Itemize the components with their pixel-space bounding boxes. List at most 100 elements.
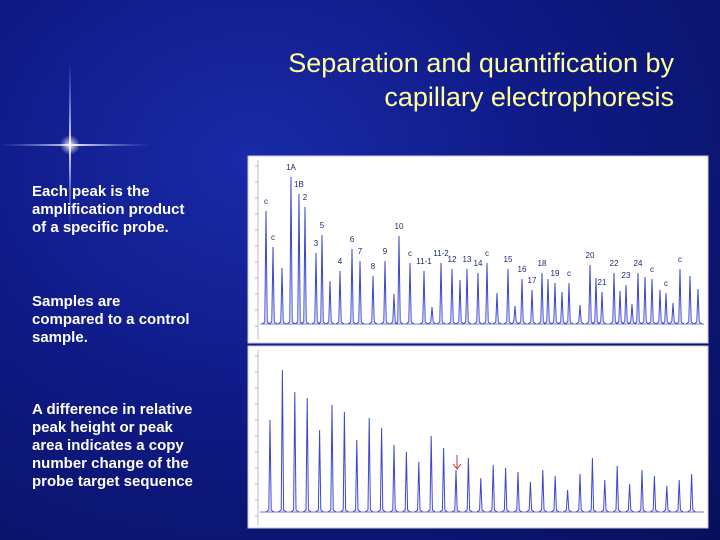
- peak: [278, 369, 287, 513]
- peak: [402, 451, 411, 513]
- text-line: A difference in relative: [32, 401, 193, 418]
- peak-label: 13: [463, 255, 472, 264]
- peak: [510, 305, 520, 325]
- peak: [455, 279, 465, 325]
- peak: [473, 272, 483, 325]
- peak: [277, 267, 287, 325]
- peak-label: 18: [538, 259, 547, 268]
- peak: [419, 270, 429, 325]
- peak: [609, 272, 619, 325]
- peak: [439, 447, 448, 513]
- title-line: Separation and quantification by: [288, 48, 674, 78]
- peak-label: c: [567, 269, 571, 278]
- peak: [462, 268, 472, 325]
- peak-label: 4: [338, 257, 343, 266]
- peak: [543, 278, 553, 325]
- peak-label: c: [485, 249, 489, 258]
- peak: [488, 464, 498, 513]
- peak: [575, 304, 585, 325]
- peak: [588, 457, 597, 513]
- peak: [513, 471, 523, 513]
- peak: [340, 411, 349, 513]
- peak: [526, 481, 535, 513]
- peak: [650, 475, 659, 513]
- peak: [380, 260, 390, 325]
- text-line: peak height or peak: [32, 419, 173, 436]
- peak: [451, 469, 461, 513]
- peak: [662, 485, 672, 513]
- text-line: Samples are: [32, 293, 121, 310]
- peak-label: 14: [474, 259, 483, 268]
- peak: [261, 210, 271, 325]
- peak: [368, 275, 378, 325]
- text-line: sample.: [32, 329, 88, 346]
- peak: [615, 290, 625, 325]
- flare: [60, 135, 80, 155]
- peak: [311, 252, 321, 325]
- peak: [591, 277, 601, 325]
- peak: [355, 260, 365, 325]
- peak: [693, 288, 703, 325]
- text-line: area indicates a copy: [32, 437, 184, 454]
- peak: [414, 461, 424, 513]
- peak-label: 11-1: [416, 257, 432, 266]
- peak: [436, 262, 446, 325]
- peak: [661, 292, 671, 325]
- peak-label: 2: [303, 193, 308, 202]
- peak: [335, 270, 345, 325]
- peak-label: 3: [314, 239, 319, 248]
- peak: [300, 206, 310, 325]
- peak-label: 1B: [294, 180, 304, 189]
- peak: [621, 284, 631, 325]
- peak: [674, 479, 684, 513]
- peak: [600, 479, 610, 513]
- peak-label: 16: [518, 265, 527, 274]
- peak: [563, 489, 572, 513]
- paragraph: A difference in relative peak height or …: [32, 401, 193, 491]
- peak: [426, 435, 436, 513]
- peak: [612, 465, 622, 513]
- peak: [476, 477, 486, 513]
- paragraph: Each peak is the amplification product o…: [32, 183, 185, 237]
- peak: [627, 303, 637, 325]
- peak: [675, 268, 685, 325]
- peak-label: 20: [586, 251, 595, 260]
- text-line: number change of the: [32, 455, 189, 472]
- peak-label: 12: [448, 255, 457, 264]
- peak-label: 17: [528, 276, 537, 285]
- peak-label: 24: [634, 259, 643, 268]
- peak: [501, 467, 510, 513]
- peak-label: 7: [358, 247, 363, 256]
- peak: [625, 483, 634, 513]
- peak: [268, 246, 278, 325]
- text-line: amplification product: [32, 201, 185, 218]
- peak: [482, 262, 492, 325]
- peak: [492, 292, 502, 325]
- peak: [317, 234, 327, 325]
- peak: [265, 419, 275, 513]
- peak-label: 1A: [286, 163, 296, 172]
- peak: [575, 473, 585, 513]
- peak: [557, 291, 567, 325]
- title-line: capillary electrophoresis: [384, 82, 674, 112]
- peak: [685, 275, 695, 325]
- peak: [325, 280, 335, 325]
- peak: [647, 278, 657, 325]
- peak-label: 23: [622, 271, 631, 280]
- peak: [527, 289, 537, 325]
- peak: [447, 268, 457, 325]
- arrow-head: [452, 463, 462, 470]
- peak-label: c: [650, 265, 654, 274]
- peak: [389, 293, 399, 325]
- text-line: compared to a control: [32, 311, 190, 328]
- peak: [538, 469, 548, 513]
- peak: [503, 268, 513, 325]
- peak-label: 6: [350, 235, 355, 244]
- peak: [364, 417, 374, 513]
- peak-label: 21: [598, 278, 607, 287]
- peak: [564, 282, 574, 325]
- peak: [464, 457, 473, 513]
- peak: [294, 193, 304, 325]
